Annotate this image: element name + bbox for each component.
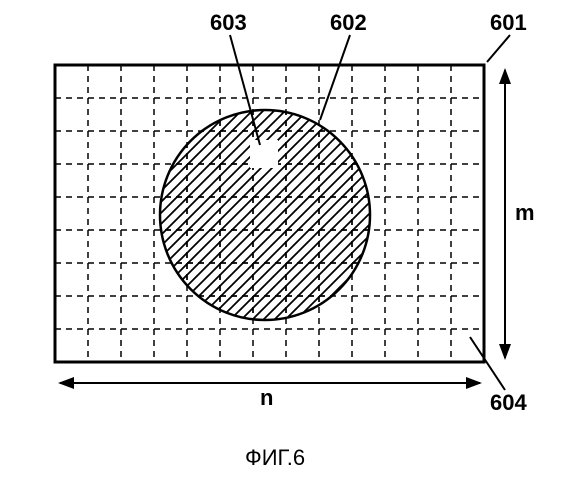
callout-label-601: 601 <box>490 10 527 36</box>
callout-label-604: 604 <box>490 390 527 416</box>
dimension-label-n: n <box>260 385 273 411</box>
diagram-svg <box>0 0 570 500</box>
figure-caption: ФИГ.6 <box>245 445 305 471</box>
callout-label-602: 602 <box>330 10 367 36</box>
callout-label-603: 603 <box>210 10 247 36</box>
dimension-label-m: m <box>515 200 535 226</box>
figure-container: 603 602 601 604 m n ФИГ.6 <box>0 0 570 500</box>
